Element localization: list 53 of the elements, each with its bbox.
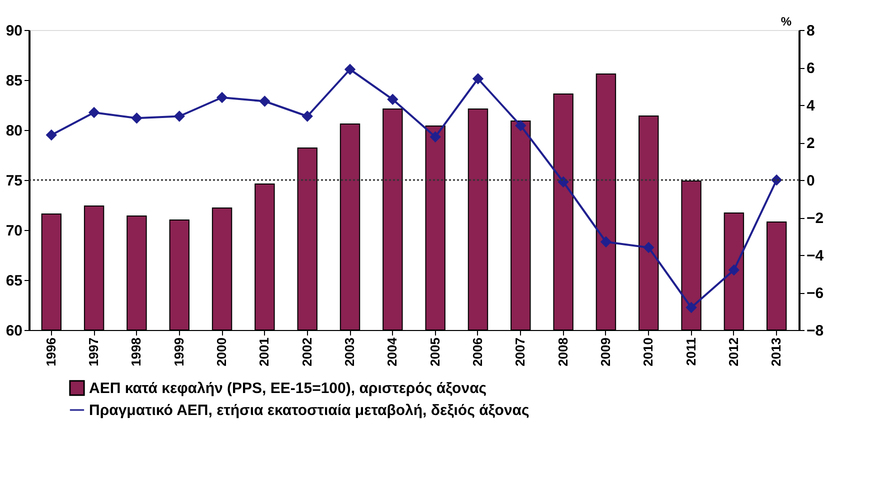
point [260, 96, 270, 106]
y-tick-label: 85 [6, 72, 22, 90]
x-tick-label: 2011 [683, 338, 698, 366]
y2-tick-label: −6 [806, 285, 824, 302]
legend-label: ΑΕΠ κατά κεφαλήν (PPS, ΕΕ-15=100), αριστερός άξονας [89, 380, 487, 397]
y-tick-label: 90 [6, 22, 22, 40]
x-tick-label: 1999 [171, 338, 186, 366]
point [387, 94, 398, 105]
x-tick-label: 1998 [128, 338, 144, 366]
x-tick-label: 2003 [342, 338, 358, 366]
legend-label: Πραγματικό ΑΕΠ, ετήσια εκατοστιαία μεταβολή, δεξιός άξονας [89, 402, 530, 419]
y2-tick-label: 8 [806, 22, 815, 40]
y-tick-label: 60 [6, 322, 22, 340]
x-tick-label: 2005 [427, 338, 442, 366]
y-tick-label: 75 [6, 172, 22, 190]
point [344, 64, 356, 75]
x-tick-label: 2012 [726, 338, 741, 366]
point [216, 92, 228, 103]
y2-axis-title: % [780, 14, 792, 28]
x-tick-label: 2006 [470, 338, 485, 366]
y-tick-label: 70 [6, 222, 22, 240]
point [430, 132, 441, 142]
x-tick-label: 2008 [555, 338, 570, 366]
x-tick-label: 2013 [768, 338, 784, 366]
y2-tick-label: −8 [806, 322, 824, 340]
x-tick-label: 2009 [598, 338, 613, 366]
y2-tick-label: −2 [806, 210, 824, 227]
x-tick-label: 2007 [512, 338, 528, 366]
point [302, 111, 313, 122]
point [643, 242, 654, 253]
y2-tick-label: 6 [806, 60, 815, 77]
point [515, 120, 526, 131]
x-tick-label: 1997 [86, 338, 102, 366]
point [686, 302, 696, 313]
y-tick-label: 80 [6, 122, 22, 140]
y2-tick-label: 2 [806, 135, 815, 152]
point [88, 107, 100, 118]
x-tick-label: 2000 [214, 338, 230, 366]
y2-tick-label: −4 [806, 248, 824, 264]
point [472, 74, 484, 84]
point [728, 264, 740, 276]
x-tick-label: 2004 [384, 336, 400, 366]
x-tick-label: 2002 [299, 338, 314, 366]
x-tick-label: 1996 [43, 338, 58, 366]
y2-tick-label: 0 [806, 172, 815, 190]
point [132, 112, 142, 124]
point [600, 236, 612, 248]
point [46, 130, 57, 140]
y-tick-label: 65 [6, 272, 22, 290]
point [174, 111, 185, 122]
y2-tick-label: 4 [806, 98, 816, 114]
x-tick-label: 2010 [640, 338, 656, 366]
x-tick-label: 2001 [256, 338, 272, 366]
